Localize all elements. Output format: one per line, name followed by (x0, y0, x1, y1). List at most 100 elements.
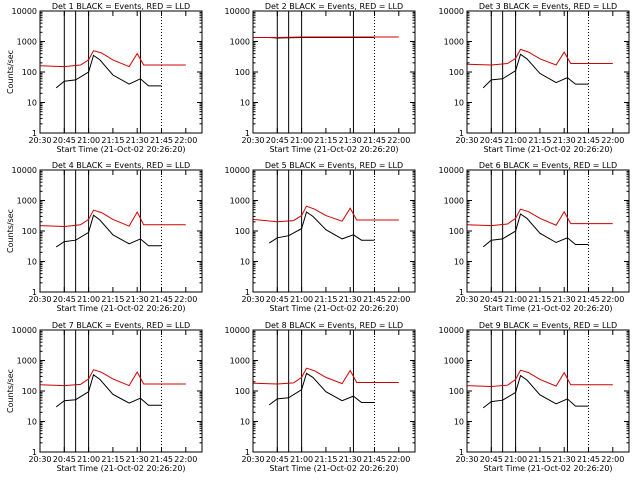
y-axis-label: Counts/sec (6, 209, 15, 253)
y-tick-label: 1000 (230, 38, 250, 47)
x-tick-label: 22:00 (601, 295, 624, 304)
x-tick-label: 21:45 (363, 295, 386, 304)
y-tick-label: 10000 (12, 166, 37, 175)
series-events (482, 374, 589, 409)
y-tick-label: 1 (459, 448, 464, 457)
y-tick-label: 10000 (225, 326, 250, 335)
chart-title: Det 3 BLACK = Events, RED = LLD (479, 2, 617, 11)
x-tick-label: 20:30 (28, 136, 51, 145)
x-tick-label: 21:00 (504, 455, 527, 464)
series-lld (252, 367, 399, 385)
series-lld (466, 48, 613, 66)
y-tick-label: 1 (32, 129, 37, 138)
series-lld (252, 205, 399, 223)
series-events (55, 373, 162, 408)
y-tick-label: 10 (240, 99, 250, 108)
chart-title: Det 1 BLACK = Events, RED = LLD (52, 2, 190, 11)
x-tick-label: 21:45 (150, 136, 173, 145)
x-tick-label: 20:30 (455, 295, 478, 304)
chart-title: Det 8 BLACK = Events, RED = LLD (265, 321, 403, 330)
y-tick-label: 1 (245, 288, 250, 297)
x-tick-label: 21:15 (101, 455, 124, 464)
x-tick-label: 20:30 (455, 455, 478, 464)
y-tick-label: 10 (27, 258, 37, 267)
y-tick-label: 10 (27, 99, 37, 108)
x-tick-label: 21:30 (339, 455, 362, 464)
y-tick-label: 1 (459, 129, 464, 138)
x-tick-label: 21:00 (290, 136, 313, 145)
x-tick-label: 21:15 (528, 136, 551, 145)
x-tick-label: 22:00 (601, 455, 624, 464)
y-tick-label: 10 (454, 258, 464, 267)
y-tick-label: 1000 (17, 38, 37, 47)
y-tick-label: 100 (449, 387, 464, 396)
detector-panel-5: 1 10 100 1000 10000 20:30 20:45 21:00 21:15 21:30… (225, 161, 416, 313)
x-tick-label: 21:00 (504, 295, 527, 304)
x-tick-label: 21:30 (339, 295, 362, 304)
x-tick-label: 22:00 (174, 455, 197, 464)
y-axis-label: Counts/sec (6, 369, 15, 413)
x-tick-label: 20:45 (266, 295, 289, 304)
y-tick-label: 1000 (17, 197, 37, 206)
x-tick-label: 22:00 (387, 455, 410, 464)
y-tick-label: 100 (22, 227, 37, 236)
x-tick-label: 20:45 (266, 136, 289, 145)
chart-title: Det 4 BLACK = Events, RED = LLD (52, 161, 190, 170)
x-tick-label: 20:45 (53, 295, 76, 304)
series-lld (39, 50, 186, 68)
x-tick-label: 21:30 (126, 136, 149, 145)
x-tick-label: 22:00 (387, 136, 410, 145)
x-axis-label: Start Time (21-Oct-02 20:26:20) (56, 145, 185, 154)
y-tick-label: 10 (240, 418, 250, 427)
chart-title: Det 9 BLACK = Events, RED = LLD (479, 321, 617, 330)
x-axis-label: Start Time (21-Oct-02 20:26:20) (56, 304, 185, 313)
x-tick-label: 21:00 (77, 455, 100, 464)
x-tick-label: 20:45 (480, 295, 503, 304)
x-tick-label: 21:15 (314, 455, 337, 464)
detector-panel-7: 1 10 100 1000 10000 20:30 20:45 21:00 21:15 21:30… (6, 321, 203, 473)
y-tick-label: 1000 (444, 357, 464, 366)
x-tick-label: 21:30 (126, 455, 149, 464)
x-tick-label: 21:30 (553, 136, 576, 145)
x-tick-label: 22:00 (387, 295, 410, 304)
x-axis-label: Start Time (21-Oct-02 20:26:20) (269, 145, 398, 154)
y-tick-label: 10000 (225, 166, 250, 175)
x-tick-label: 21:15 (314, 136, 337, 145)
x-tick-label: 20:30 (241, 455, 264, 464)
y-tick-label: 10000 (12, 326, 37, 335)
y-tick-label: 100 (22, 68, 37, 77)
y-tick-label: 1000 (17, 357, 37, 366)
y-tick-label: 10000 (12, 7, 37, 16)
y-tick-label: 1 (32, 288, 37, 297)
x-tick-label: 21:30 (339, 136, 362, 145)
x-tick-label: 21:15 (314, 295, 337, 304)
y-tick-label: 1000 (230, 357, 250, 366)
series-lld (466, 208, 613, 227)
y-tick-label: 100 (235, 68, 250, 77)
x-tick-label: 21:15 (528, 455, 551, 464)
x-tick-label: 21:45 (577, 455, 600, 464)
x-tick-label: 20:45 (53, 455, 76, 464)
chart-title: Det 2 BLACK = Events, RED = LLD (265, 2, 403, 11)
x-axis-label: Start Time (21-Oct-02 20:26:20) (483, 304, 612, 313)
y-tick-label: 100 (449, 227, 464, 236)
series-events (55, 214, 162, 248)
x-tick-label: 21:00 (504, 136, 527, 145)
y-tick-label: 100 (235, 227, 250, 236)
x-tick-label: 21:30 (553, 455, 576, 464)
series-lld (39, 369, 186, 387)
series-lld (466, 369, 613, 388)
series-events (482, 53, 589, 89)
x-tick-label: 21:45 (150, 295, 173, 304)
y-tick-label: 10000 (439, 166, 464, 175)
x-tick-label: 20:30 (241, 136, 264, 145)
x-tick-label: 21:45 (150, 455, 173, 464)
x-tick-label: 20:45 (53, 136, 76, 145)
y-tick-label: 1000 (444, 197, 464, 206)
y-tick-label: 1000 (230, 197, 250, 206)
y-tick-label: 100 (22, 387, 37, 396)
y-tick-label: 1 (245, 448, 250, 457)
chart-title: Det 6 BLACK = Events, RED = LLD (479, 161, 617, 170)
